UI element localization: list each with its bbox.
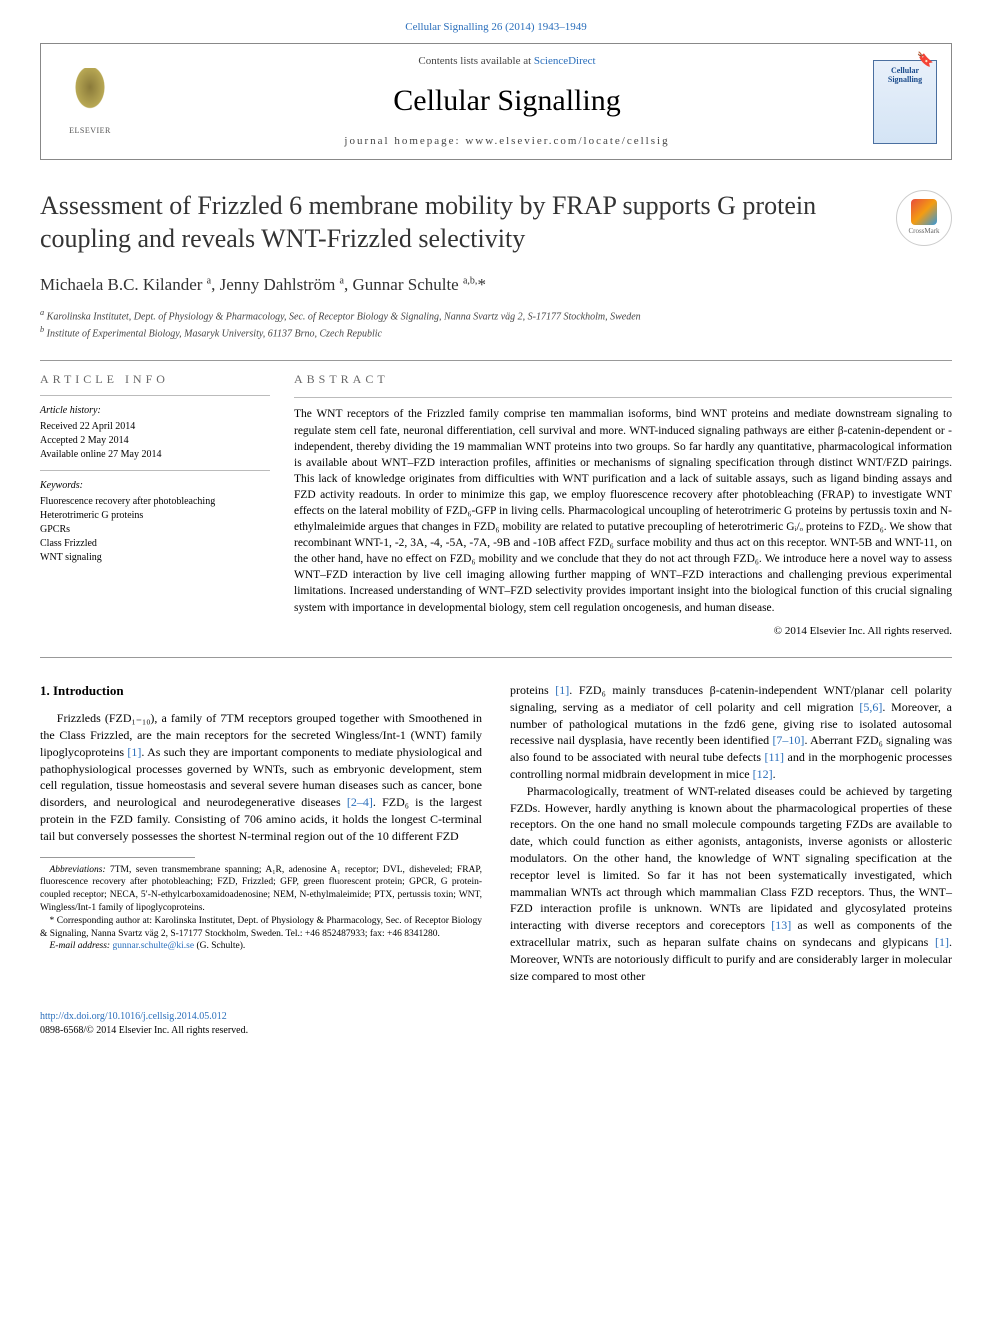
doi-block: http://dx.doi.org/10.1016/j.cellsig.2014… [40,1010,952,1038]
article-info-column: ARTICLE INFO Article history: Received 2… [40,371,270,639]
abstract-column: ABSTRACT The WNT receptors of the Frizzl… [294,371,952,639]
email-footnote: E-mail address: gunnar.schulte@ki.se (G.… [40,940,482,953]
citation-link[interactable]: Cellular Signalling 26 (2014) 1943–1949 [405,21,586,33]
abstract-text: The WNT receptors of the Frizzled family… [294,406,952,615]
elsevier-logo: ELSEVIER [55,62,125,142]
abstract-copyright: © 2014 Elsevier Inc. All rights reserved… [294,624,952,639]
keywords-label: Keywords: [40,479,270,493]
abbreviations-footnote: Abbreviations: 7TM, seven transmembrane … [40,864,482,915]
footnote-block: Abbreviations: 7TM, seven transmembrane … [40,857,482,954]
title-row: Assessment of Frizzled 6 membrane mobili… [40,190,952,255]
online-line: Available online 27 May 2014 [40,448,270,462]
header-center: Contents lists available at ScienceDirec… [141,54,873,149]
divider-bottom [40,657,952,658]
ref-13[interactable]: [13] [771,918,791,932]
affiliation-a: a Karolinska Institutet, Dept. of Physio… [40,307,952,324]
sciencedirect-link[interactable]: ScienceDirect [534,55,596,67]
ref-11[interactable]: [11] [764,750,784,764]
intro-p1: Frizzleds (FZD₁₋₁₀), a family of 7TM rec… [40,710,482,844]
elsevier-tree-icon [65,68,115,123]
journal-cover-thumbnail: 🔖 Cellular Signalling [873,60,937,144]
history-label: Article history: [40,404,270,418]
journal-header-box: ELSEVIER Contents lists available at Sci… [40,43,952,160]
issn-copyright: 0898-6568/© 2014 Elsevier Inc. All right… [40,1024,952,1038]
crossmark-badge[interactable]: CrossMark [896,190,952,246]
intro-p2: proteins [1]. FZD₆ mainly transduces β-c… [510,682,952,783]
authors-line: Michaela B.C. Kilander a, Jenny Dahlströ… [40,273,952,297]
citation-header: Cellular Signalling 26 (2014) 1943–1949 [40,20,952,35]
article-info-heading: ARTICLE INFO [40,371,270,388]
ref-5-6[interactable]: [5,6] [859,700,882,714]
keyword-4: WNT signaling [40,551,270,565]
received-line: Received 22 April 2014 [40,420,270,434]
article-title: Assessment of Frizzled 6 membrane mobili… [40,190,876,255]
journal-homepage: journal homepage: www.elsevier.com/locat… [141,134,873,149]
corresponding-footnote: * Corresponding author at: Karolinska In… [40,915,482,941]
homepage-label: journal homepage: [344,135,465,147]
ref-1c[interactable]: [1] [935,935,949,949]
doi-link[interactable]: http://dx.doi.org/10.1016/j.cellsig.2014… [40,1011,227,1022]
body-two-column: 1. Introduction Frizzleds (FZD₁₋₁₀), a f… [40,682,952,984]
homepage-url: www.elsevier.com/locate/cellsig [465,135,669,147]
abstract-heading: ABSTRACT [294,371,952,388]
ref-2-4[interactable]: [2–4] [347,795,373,809]
keyword-3: Class Frizzled [40,537,270,551]
keyword-2: GPCRs [40,523,270,537]
keyword-0: Fluorescence recovery after photobleachi… [40,495,270,509]
info-divider-1 [40,395,270,396]
footnote-divider [40,857,195,858]
contents-prefix: Contents lists available at [418,55,533,67]
footnotes: Abbreviations: 7TM, seven transmembrane … [40,864,482,954]
info-abstract-row: ARTICLE INFO Article history: Received 2… [40,371,952,639]
keyword-1: Heterotrimeric G proteins [40,509,270,523]
info-divider-2 [40,470,270,471]
divider-top [40,360,952,361]
ref-1[interactable]: [1] [127,745,141,759]
accepted-line: Accepted 2 May 2014 [40,434,270,448]
contents-line: Contents lists available at ScienceDirec… [141,54,873,69]
email-link[interactable]: gunnar.schulte@ki.se [112,941,194,951]
ref-7-10[interactable]: [7–10] [772,733,804,747]
ref-12[interactable]: [12] [753,767,773,781]
affiliation-b: b Institute of Experimental Biology, Mas… [40,324,952,341]
journal-name: Cellular Signalling [141,80,873,122]
bookmark-icon: 🔖 [917,51,934,71]
ref-1b[interactable]: [1] [555,683,569,697]
intro-p3: Pharmacologically, treatment of WNT-rela… [510,783,952,985]
intro-heading: 1. Introduction [40,682,482,700]
abstract-divider [294,397,952,398]
crossmark-label: CrossMark [908,227,939,237]
crossmark-icon [911,199,937,225]
elsevier-label: ELSEVIER [69,125,111,136]
affiliations: a Karolinska Institutet, Dept. of Physio… [40,307,952,342]
